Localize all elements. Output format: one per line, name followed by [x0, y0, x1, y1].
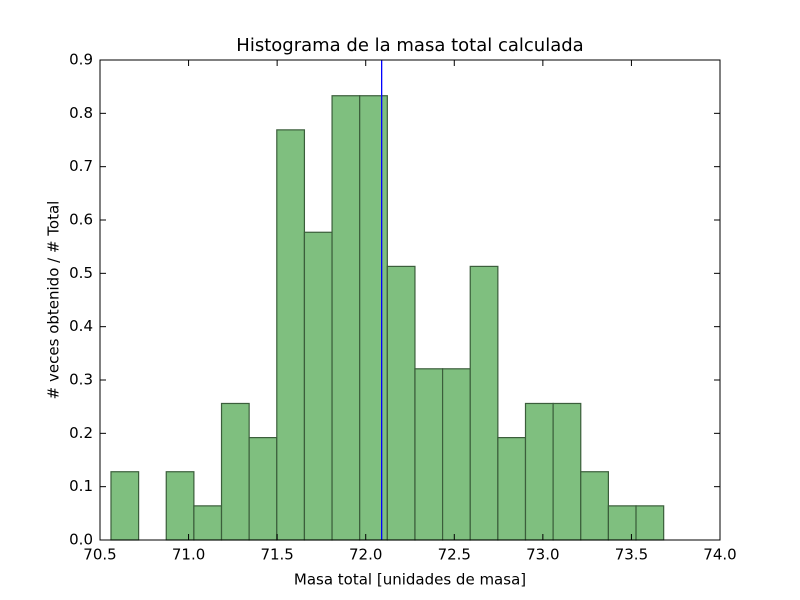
y-tick-label: 0.4 [69, 317, 93, 335]
y-tick-label: 0.9 [69, 51, 93, 69]
x-tick-label: 70.5 [83, 546, 116, 564]
y-tick-label: 0.2 [69, 424, 93, 442]
y-tick-label: 0.7 [69, 157, 93, 175]
bar [331, 95, 361, 541]
bar [580, 471, 609, 541]
bar [497, 437, 527, 541]
bar [276, 129, 306, 541]
y-tick-label: 0.1 [69, 477, 93, 495]
bar [635, 505, 665, 541]
x-tick-label: 71.5 [260, 546, 293, 564]
y-tick-label: 0.0 [69, 531, 93, 549]
bar [165, 471, 195, 541]
bar [220, 402, 250, 541]
plot-frame [99, 59, 721, 541]
y-tick-label: 0.8 [69, 104, 93, 122]
bar [552, 402, 582, 541]
x-tick-label: 71.0 [172, 546, 205, 564]
x-tick-label: 73.5 [615, 546, 648, 564]
bar [359, 95, 388, 541]
bar [524, 402, 554, 541]
y-tick-label: 0.6 [69, 211, 93, 229]
bar [110, 471, 140, 541]
y-axis-label: # veces obtenido / # Total [45, 201, 63, 400]
x-tick-label: 72.5 [438, 546, 471, 564]
bar [414, 368, 444, 541]
bar [441, 368, 471, 541]
bar [386, 265, 416, 541]
x-tick-label: 73.0 [526, 546, 559, 564]
chart-title: Histograma de la masa total calculada [236, 35, 583, 56]
bar [303, 231, 333, 541]
bar [469, 265, 499, 541]
x-axis-label: Masa total [unidades de masa] [294, 571, 526, 589]
x-tick-label: 72.0 [349, 546, 382, 564]
y-tick-label: 0.5 [69, 264, 93, 282]
bar [248, 437, 278, 541]
bar [193, 505, 223, 541]
y-tick-label: 0.3 [69, 371, 93, 389]
x-tick-label: 74.0 [703, 546, 736, 564]
